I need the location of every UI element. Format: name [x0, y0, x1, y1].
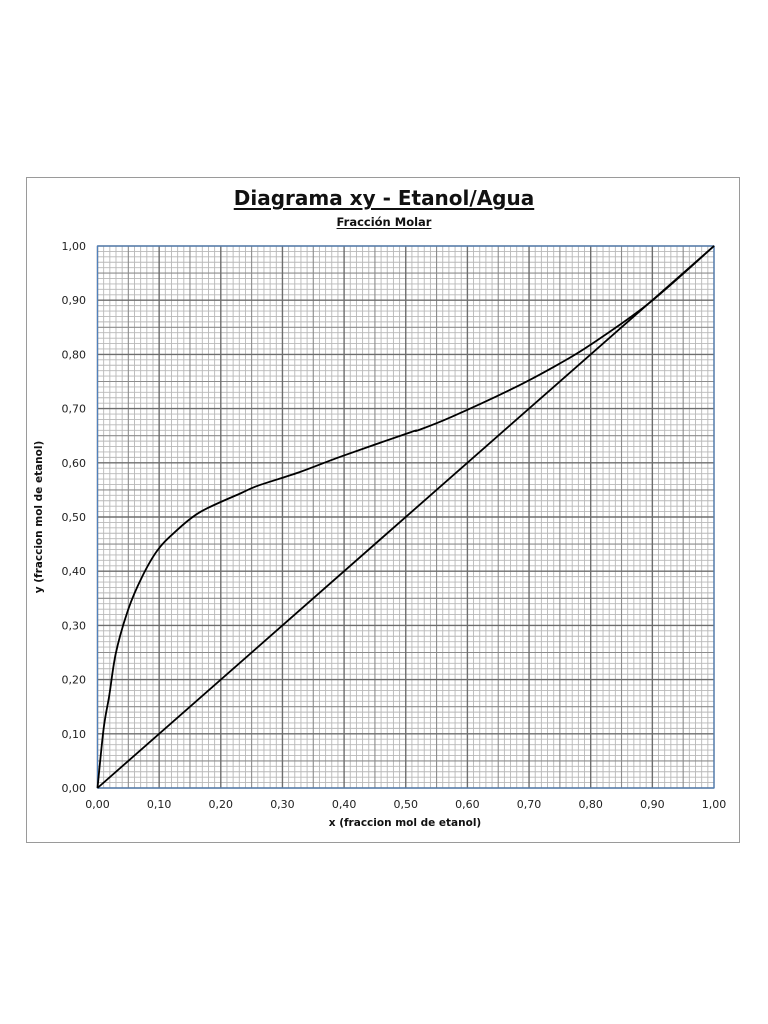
x-tick-label: 0,00 [85, 798, 110, 811]
y-axis-label: y (fraccion mol de etanol) [33, 441, 45, 594]
x-tick-label: 0,10 [147, 798, 172, 811]
equilibrium-curve [96, 245, 715, 789]
x-tick-label: 0,30 [270, 798, 295, 811]
y-tick-label: 0,30 [62, 619, 87, 632]
diagonal-line [96, 245, 715, 789]
y-tick-label: 0,50 [62, 511, 87, 524]
y-tick-label: 0,90 [62, 294, 87, 307]
x-tick-label: 0,90 [640, 798, 665, 811]
x-tick-label: 0,20 [209, 798, 234, 811]
x-tick-label: 0,60 [455, 798, 480, 811]
y-tick-label: 0,20 [62, 674, 87, 687]
y-tick-label: 0,80 [62, 348, 87, 361]
x-tick-label: 0,70 [517, 798, 542, 811]
y-tick-label: 0,00 [62, 782, 87, 795]
y-tick-label: 1,00 [62, 240, 87, 253]
x-tick-label: 0,50 [394, 798, 419, 811]
y-axis-ticks: 0,00 0,10 0,20 0,30 0,40 0,50 0,60 0,70 0,80 0,90… [62, 240, 87, 795]
x-tick-label: 0,80 [578, 798, 603, 811]
x-tick-label: 1,00 [702, 798, 727, 811]
data-series [96, 245, 715, 789]
x-axis-label: x (fraccion mol de etanol) [329, 817, 481, 829]
chart-subtitle: Fracción Molar [336, 215, 432, 229]
x-tick-label: 0,40 [332, 798, 357, 811]
y-tick-label: 0,40 [62, 565, 87, 578]
y-tick-label: 0,60 [62, 457, 87, 470]
plot-border [96, 245, 715, 789]
chart-title: Diagrama xy - Etanol/Agua [233, 186, 535, 210]
y-tick-label: 0,10 [62, 728, 87, 741]
x-axis-ticks: 0,00 0,10 0,20 0,30 0,40 0,50 0,60 0,70 0,80 0,90… [85, 798, 726, 811]
y-tick-label: 0,70 [62, 403, 87, 416]
grid-lines [96, 245, 715, 789]
